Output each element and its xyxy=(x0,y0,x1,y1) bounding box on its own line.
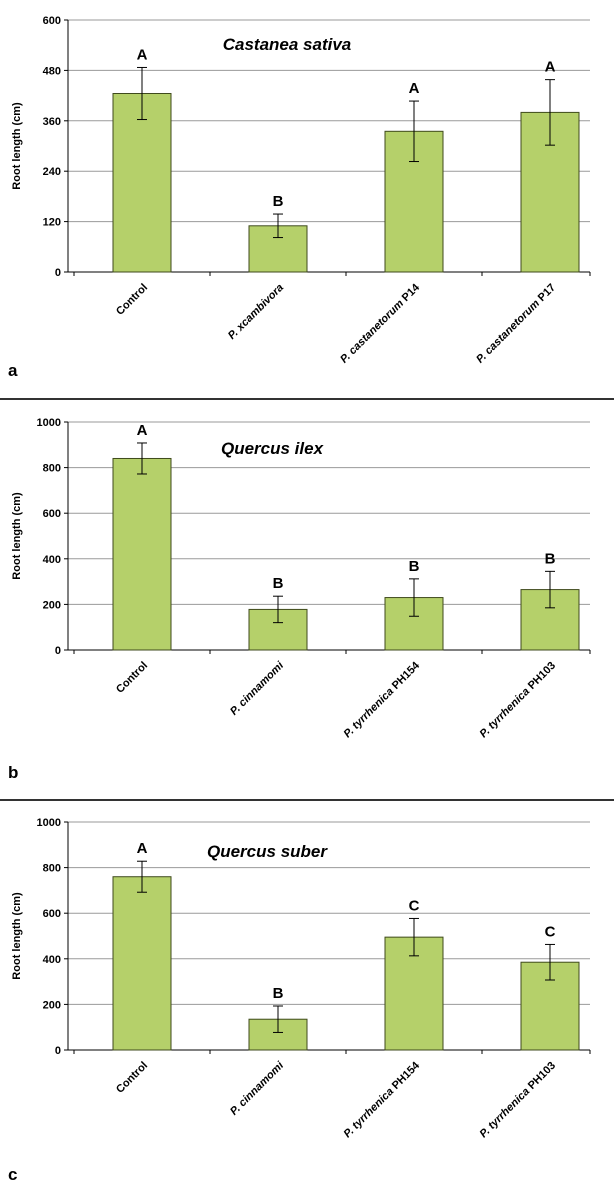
y-tick-label: 1000 xyxy=(37,817,61,829)
x-tick-label: Control xyxy=(114,1060,150,1096)
x-tick-label: P. tyrrhenica PH103 xyxy=(478,1060,559,1141)
significance-label: A xyxy=(545,59,556,76)
significance-label: A xyxy=(137,840,148,857)
y-tick-label: 600 xyxy=(43,508,61,520)
x-tick-label: P. tyrrhenica PH154 xyxy=(342,659,423,740)
y-tick-label: 0 xyxy=(55,645,61,657)
bar xyxy=(112,93,172,273)
chart-title: Quercus suber xyxy=(207,842,328,861)
x-tick-label: P. cinnamomi xyxy=(228,659,287,718)
y-tick-label: 200 xyxy=(43,999,61,1011)
y-tick-label: 600 xyxy=(43,908,61,920)
significance-label: A xyxy=(137,422,148,439)
chart-panel-b: 0 200 400 600 800 1000 Root length (cm) Quercus… xyxy=(8,417,591,782)
y-axis-label: Root length (cm) xyxy=(11,892,23,980)
x-tick-label: P. castanetorum P14 xyxy=(338,281,423,366)
panel-label: b xyxy=(8,763,18,782)
bar xyxy=(112,876,172,1051)
y-tick-label: 400 xyxy=(43,954,61,966)
y-tick-label: 0 xyxy=(55,1045,61,1057)
y-tick-label: 600 xyxy=(43,15,61,27)
significance-label: C xyxy=(409,897,420,914)
significance-label: B xyxy=(545,550,556,567)
y-axis-label: Root length (cm) xyxy=(11,492,23,580)
y-tick-label: 360 xyxy=(43,116,61,128)
x-tick-label: P. tyrrhenica PH154 xyxy=(342,1059,423,1140)
significance-label: B xyxy=(409,558,420,575)
x-tick-label: P. xcambivora xyxy=(226,282,286,342)
significance-label: B xyxy=(273,575,284,592)
significance-label: A xyxy=(137,46,148,63)
x-tick-label: P. castanetorum P17 xyxy=(474,282,558,366)
y-tick-label: 800 xyxy=(43,863,61,875)
y-tick-label: 240 xyxy=(43,166,61,178)
y-tick-label: 800 xyxy=(43,463,61,475)
chart-panel-c: 0 200 400 600 800 1000 Root length (cm) Quercus… xyxy=(8,817,591,1184)
y-tick-label: 0 xyxy=(55,267,61,279)
x-tick-label: P. tyrrhenica PH103 xyxy=(478,660,559,741)
x-tick-label: Control xyxy=(114,660,150,696)
y-tick-label: 1000 xyxy=(37,417,61,429)
panel-label: c xyxy=(8,1165,17,1184)
significance-label: A xyxy=(409,80,420,97)
x-tick-label: P. cinnamomi xyxy=(228,1059,287,1118)
y-tick-label: 400 xyxy=(43,554,61,566)
y-axis-label: Root length (cm) xyxy=(11,102,23,190)
x-tick-label: Control xyxy=(114,282,150,318)
bar xyxy=(112,457,172,651)
y-tick-label: 120 xyxy=(43,217,61,229)
bar xyxy=(384,597,444,651)
panel-label: a xyxy=(8,361,18,380)
chart-title: Castanea sativa xyxy=(223,35,352,54)
y-tick-label: 480 xyxy=(43,65,61,77)
chart-title: Quercus ilex xyxy=(221,439,325,458)
y-tick-label: 200 xyxy=(43,599,61,611)
chart-panel-a: 0 120 240 360 480 600 Root length (cm) Castanea… xyxy=(8,15,591,380)
significance-label: B xyxy=(273,193,284,210)
significance-label: B xyxy=(273,985,284,1002)
significance-label: C xyxy=(545,923,556,940)
